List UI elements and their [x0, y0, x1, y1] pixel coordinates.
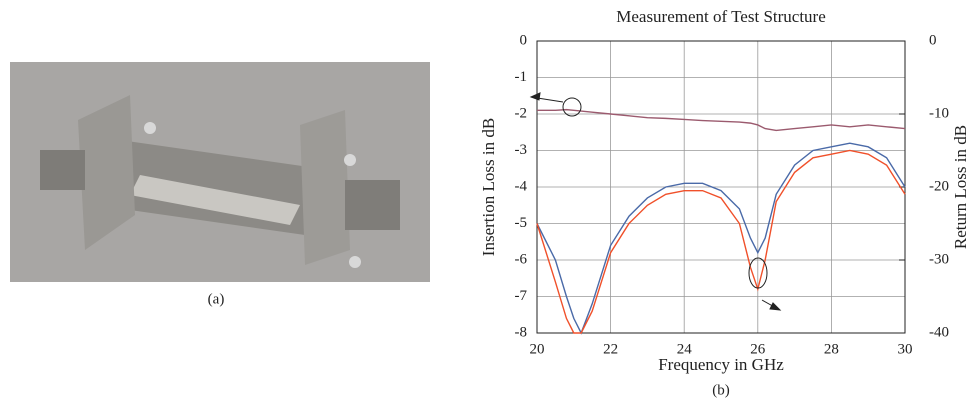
x-tick-label: 28 — [824, 341, 839, 357]
y-tick-label: -8 — [515, 324, 528, 340]
y2-tick-label: -10 — [929, 105, 949, 121]
x-tick-label: 30 — [898, 341, 913, 357]
y-tick-label: -1 — [515, 69, 528, 85]
photo-caption: (a) — [208, 291, 225, 307]
y2-tick-label: 0 — [929, 32, 937, 48]
y-tick-label: -6 — [515, 251, 528, 267]
chart-caption: (b) — [712, 382, 730, 398]
y2-tick-label: -40 — [929, 324, 949, 340]
y-tick-label: -5 — [515, 215, 528, 231]
y-tick-label: -2 — [515, 105, 528, 121]
x-tick-label: 26 — [750, 341, 766, 357]
y-tick-label: -7 — [515, 288, 528, 304]
annotations — [529, 92, 782, 311]
chart-title: Measurement of Test Structure — [616, 7, 826, 26]
x-axis-label: Frequency in GHz — [658, 355, 784, 374]
y2-axis-label: Return Loss in dB — [951, 125, 970, 249]
x-tick-label: 22 — [603, 341, 618, 357]
y2-tick-label: -20 — [929, 178, 949, 194]
data-line — [537, 108, 906, 132]
y-tick-label: -3 — [515, 142, 528, 158]
x-tick-label: 24 — [677, 341, 693, 357]
data-line — [536, 149, 906, 334]
y-axis-label: Insertion Loss in dB — [479, 118, 498, 256]
y-tick-label: -4 — [515, 178, 528, 194]
photo — [10, 62, 430, 282]
y-tick-label: 0 — [520, 32, 528, 48]
y2-tick-label: -30 — [929, 251, 949, 267]
data-line — [536, 142, 906, 335]
x-tick-label: 20 — [530, 341, 545, 357]
plot: 20 22 24 26 28 30 0 -1 -2 -3 -4 -5 -6 -7 -8 0 -10 -20 -30 -… — [515, 32, 950, 357]
